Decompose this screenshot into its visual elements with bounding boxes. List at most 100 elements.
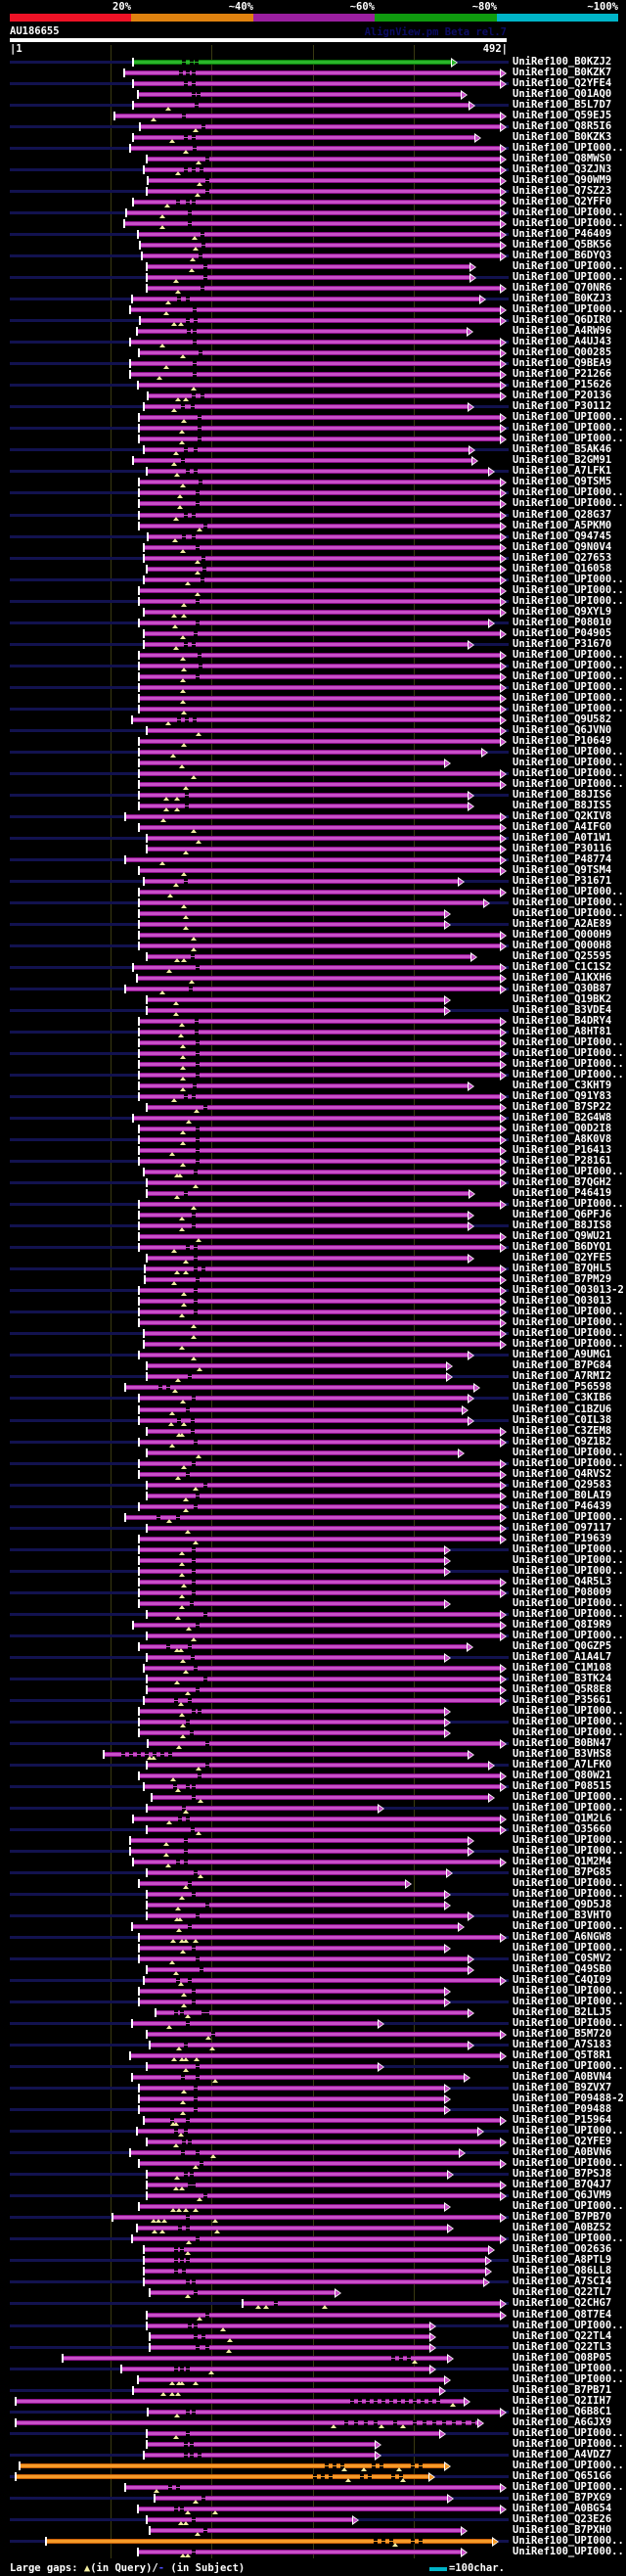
hit-bar[interactable] bbox=[144, 2453, 376, 2458]
hit-label[interactable]: UniRef100_UPI000.. bbox=[513, 303, 624, 315]
hit-bar[interactable] bbox=[139, 674, 501, 679]
hit-bar[interactable] bbox=[147, 1913, 469, 1918]
hit-label[interactable]: UniRef100_UPI000.. bbox=[513, 1058, 624, 1070]
hit-label[interactable]: UniRef100_P21266 bbox=[513, 368, 612, 380]
hit-bar[interactable] bbox=[130, 361, 501, 366]
hit-label[interactable]: UniRef100_Q03013-2 bbox=[513, 1284, 624, 1296]
hit-bar[interactable] bbox=[144, 1784, 501, 1789]
hit-bar[interactable] bbox=[133, 103, 470, 108]
hit-bar[interactable] bbox=[139, 437, 501, 441]
hit-bar[interactable] bbox=[139, 782, 501, 787]
hit-label[interactable]: UniRef100_P48774 bbox=[513, 853, 612, 865]
hit-bar[interactable] bbox=[144, 1698, 501, 1703]
hit-label[interactable]: UniRef100_B0LAI9 bbox=[513, 1490, 612, 1501]
hit-label[interactable]: UniRef100_Q30B87 bbox=[513, 983, 612, 994]
hit-label[interactable]: UniRef100_A2AE89 bbox=[513, 918, 612, 930]
hit-bar[interactable] bbox=[148, 534, 501, 539]
hit-bar[interactable] bbox=[147, 1655, 445, 1660]
hit-bar[interactable] bbox=[139, 1223, 469, 1228]
hit-bar[interactable] bbox=[139, 1299, 501, 1304]
hit-label[interactable]: UniRef100_Q23E26 bbox=[513, 2513, 612, 2525]
hit-label[interactable]: UniRef100_UPI000.. bbox=[513, 2373, 624, 2385]
hit-label[interactable]: UniRef100_Q9TSM5 bbox=[513, 476, 612, 487]
hit-bar[interactable] bbox=[147, 567, 501, 572]
hit-bar[interactable] bbox=[139, 771, 501, 776]
hit-bar[interactable] bbox=[243, 2301, 501, 2306]
hit-label[interactable]: UniRef100_B0BN47 bbox=[513, 1737, 612, 1749]
hit-bar[interactable] bbox=[132, 2075, 465, 2080]
hit-bar[interactable] bbox=[125, 857, 501, 862]
hit-label[interactable]: UniRef100_UPI000.. bbox=[513, 692, 624, 704]
hit-label[interactable]: UniRef100_Q90WM9 bbox=[513, 174, 612, 186]
hit-label[interactable]: UniRef100_UPI000.. bbox=[513, 2481, 624, 2493]
hit-bar[interactable] bbox=[139, 490, 501, 495]
hit-bar[interactable] bbox=[147, 1180, 501, 1185]
hit-bar[interactable] bbox=[155, 2496, 448, 2501]
hit-bar[interactable] bbox=[133, 200, 501, 205]
hit-bar[interactable] bbox=[139, 793, 469, 798]
hit-label[interactable]: UniRef100_Q22TL3 bbox=[513, 2341, 612, 2353]
hit-bar[interactable] bbox=[46, 2539, 493, 2544]
hit-label[interactable]: UniRef100_O02636 bbox=[513, 2243, 612, 2255]
hit-bar[interactable] bbox=[147, 1827, 501, 1832]
hit-bar[interactable] bbox=[139, 1040, 501, 1045]
hit-label[interactable]: UniRef100_Q9D5J8 bbox=[513, 1899, 612, 1910]
hit-label[interactable]: UniRef100_A5PKM0 bbox=[513, 520, 612, 531]
hit-label[interactable]: UniRef100_B7PXH0 bbox=[513, 2524, 612, 2536]
hit-label[interactable]: UniRef100_UPI000.. bbox=[513, 1985, 624, 1997]
hit-bar[interactable] bbox=[147, 2032, 501, 2037]
hit-label[interactable]: UniRef100_A1KXH6 bbox=[513, 972, 612, 984]
hit-label[interactable]: UniRef100_P20136 bbox=[513, 390, 612, 401]
hit-bar[interactable] bbox=[138, 232, 501, 237]
hit-bar[interactable] bbox=[139, 1019, 501, 1024]
hit-bar[interactable] bbox=[147, 1008, 445, 1013]
hit-bar[interactable] bbox=[139, 739, 501, 744]
hit-bar[interactable] bbox=[139, 524, 501, 529]
hit-bar[interactable] bbox=[147, 2139, 501, 2144]
hit-bar[interactable] bbox=[147, 1967, 469, 1972]
hit-bar[interactable] bbox=[144, 879, 459, 884]
hit-label[interactable]: UniRef100_UPI000.. bbox=[513, 2157, 624, 2169]
hit-bar[interactable] bbox=[124, 221, 501, 226]
hit-label[interactable]: UniRef100_P56598 bbox=[513, 1381, 612, 1393]
hit-label[interactable]: UniRef100_UPI000.. bbox=[513, 1802, 624, 1814]
hit-bar[interactable] bbox=[139, 1730, 445, 1735]
hit-label[interactable]: UniRef100_UPI000.. bbox=[513, 2427, 624, 2439]
hit-bar[interactable] bbox=[139, 480, 501, 484]
hit-bar[interactable] bbox=[114, 114, 501, 118]
hit-bar[interactable] bbox=[137, 976, 501, 981]
hit-bar[interactable] bbox=[139, 1773, 501, 1778]
hit-bar[interactable] bbox=[139, 1234, 501, 1239]
hit-label[interactable]: UniRef100_UPI000.. bbox=[513, 2125, 624, 2137]
hit-bar[interactable] bbox=[147, 1677, 501, 1681]
hit-bar[interactable] bbox=[139, 1073, 501, 1078]
hit-bar[interactable] bbox=[137, 329, 468, 334]
hit-label[interactable]: UniRef100_B8JIS5 bbox=[513, 800, 612, 811]
hit-bar[interactable] bbox=[139, 707, 501, 712]
hit-label[interactable]: UniRef100_C3ZEM8 bbox=[513, 1425, 612, 1437]
hit-label[interactable]: UniRef100_UPI000.. bbox=[513, 411, 624, 423]
hit-label[interactable]: UniRef100_P15964 bbox=[513, 2114, 612, 2126]
hit-bar[interactable] bbox=[144, 577, 501, 582]
hit-label[interactable]: UniRef100_UPI000.. bbox=[513, 757, 624, 768]
hit-label[interactable]: UniRef100_Q25595 bbox=[513, 950, 612, 962]
hit-label[interactable]: UniRef100_B7PB70 bbox=[513, 2211, 612, 2223]
hit-label[interactable]: UniRef100_UPI000.. bbox=[513, 746, 624, 758]
hit-label[interactable]: UniRef100_UPI000.. bbox=[513, 1630, 624, 1641]
hit-label[interactable]: UniRef100_UPI000.. bbox=[513, 574, 624, 585]
hit-label[interactable]: UniRef100_UPI000.. bbox=[513, 1457, 624, 1469]
hit-bar[interactable] bbox=[147, 2431, 440, 2436]
hit-label[interactable]: UniRef100_Q7SZ23 bbox=[513, 185, 612, 197]
hit-bar[interactable] bbox=[139, 760, 445, 765]
hit-label[interactable]: UniRef100_O97117 bbox=[513, 1522, 612, 1534]
hit-bar[interactable] bbox=[144, 404, 469, 409]
hit-label[interactable]: UniRef100_P04905 bbox=[513, 627, 612, 639]
hit-bar[interactable] bbox=[138, 2550, 462, 2554]
hit-bar[interactable] bbox=[139, 750, 482, 755]
hit-bar[interactable] bbox=[140, 243, 501, 248]
hit-bar[interactable] bbox=[132, 297, 480, 301]
hit-label[interactable]: UniRef100_A8K0V8 bbox=[513, 1133, 612, 1145]
hit-bar[interactable] bbox=[147, 1763, 489, 1768]
hit-label[interactable]: UniRef100_UPI000.. bbox=[513, 2460, 624, 2471]
hit-bar[interactable] bbox=[125, 2485, 501, 2490]
